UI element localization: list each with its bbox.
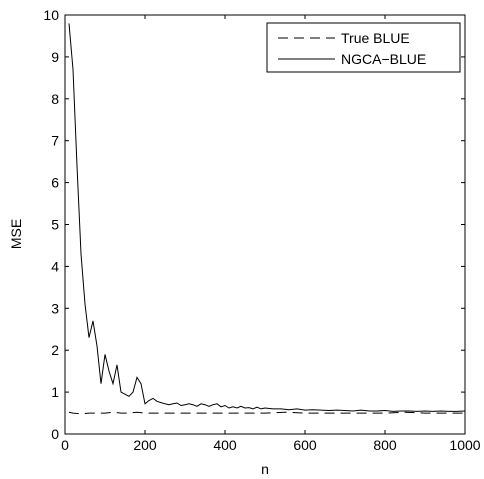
y-tick-label: 9 [51, 49, 59, 65]
y-tick-label: 6 [51, 175, 59, 191]
legend: True BLUE NGCA−BLUE [266, 22, 461, 73]
series-line-ngca-blue [68, 23, 466, 412]
legend-label-true-blue: True BLUE [341, 30, 410, 46]
legend-label-ngca-blue: NGCA−BLUE [341, 51, 426, 67]
y-tick-label: 7 [51, 133, 59, 149]
axes-layer: 0 200 400 600 800 1000 0 1 2 3 4 5 6 7 8 9 10 [43, 7, 480, 453]
y-tick-label: 8 [51, 91, 59, 107]
series-layer [68, 23, 466, 415]
y-tick-label: 5 [51, 217, 59, 233]
x-tick-label: 1000 [449, 437, 480, 453]
series-line-true-blue [68, 411, 465, 415]
legend-box [266, 22, 461, 73]
plot-background [65, 15, 465, 434]
x-tick-label: 0 [61, 437, 69, 453]
x-tick-label: 400 [213, 437, 237, 453]
y-tick-label: 3 [51, 300, 59, 316]
x-axis-label: n [261, 461, 269, 477]
y-tick-label: 1 [51, 384, 59, 400]
plot-area [65, 15, 465, 434]
y-tick-label: 2 [51, 342, 59, 358]
y-tick-label: 4 [51, 258, 59, 274]
y-tick-label: 10 [43, 7, 59, 23]
x-tick-label: 600 [293, 437, 317, 453]
x-tick-label: 200 [133, 437, 157, 453]
y-tick-label: 0 [51, 426, 59, 442]
x-tick-label: 800 [373, 437, 397, 453]
y-axis-label: MSE [8, 219, 24, 249]
